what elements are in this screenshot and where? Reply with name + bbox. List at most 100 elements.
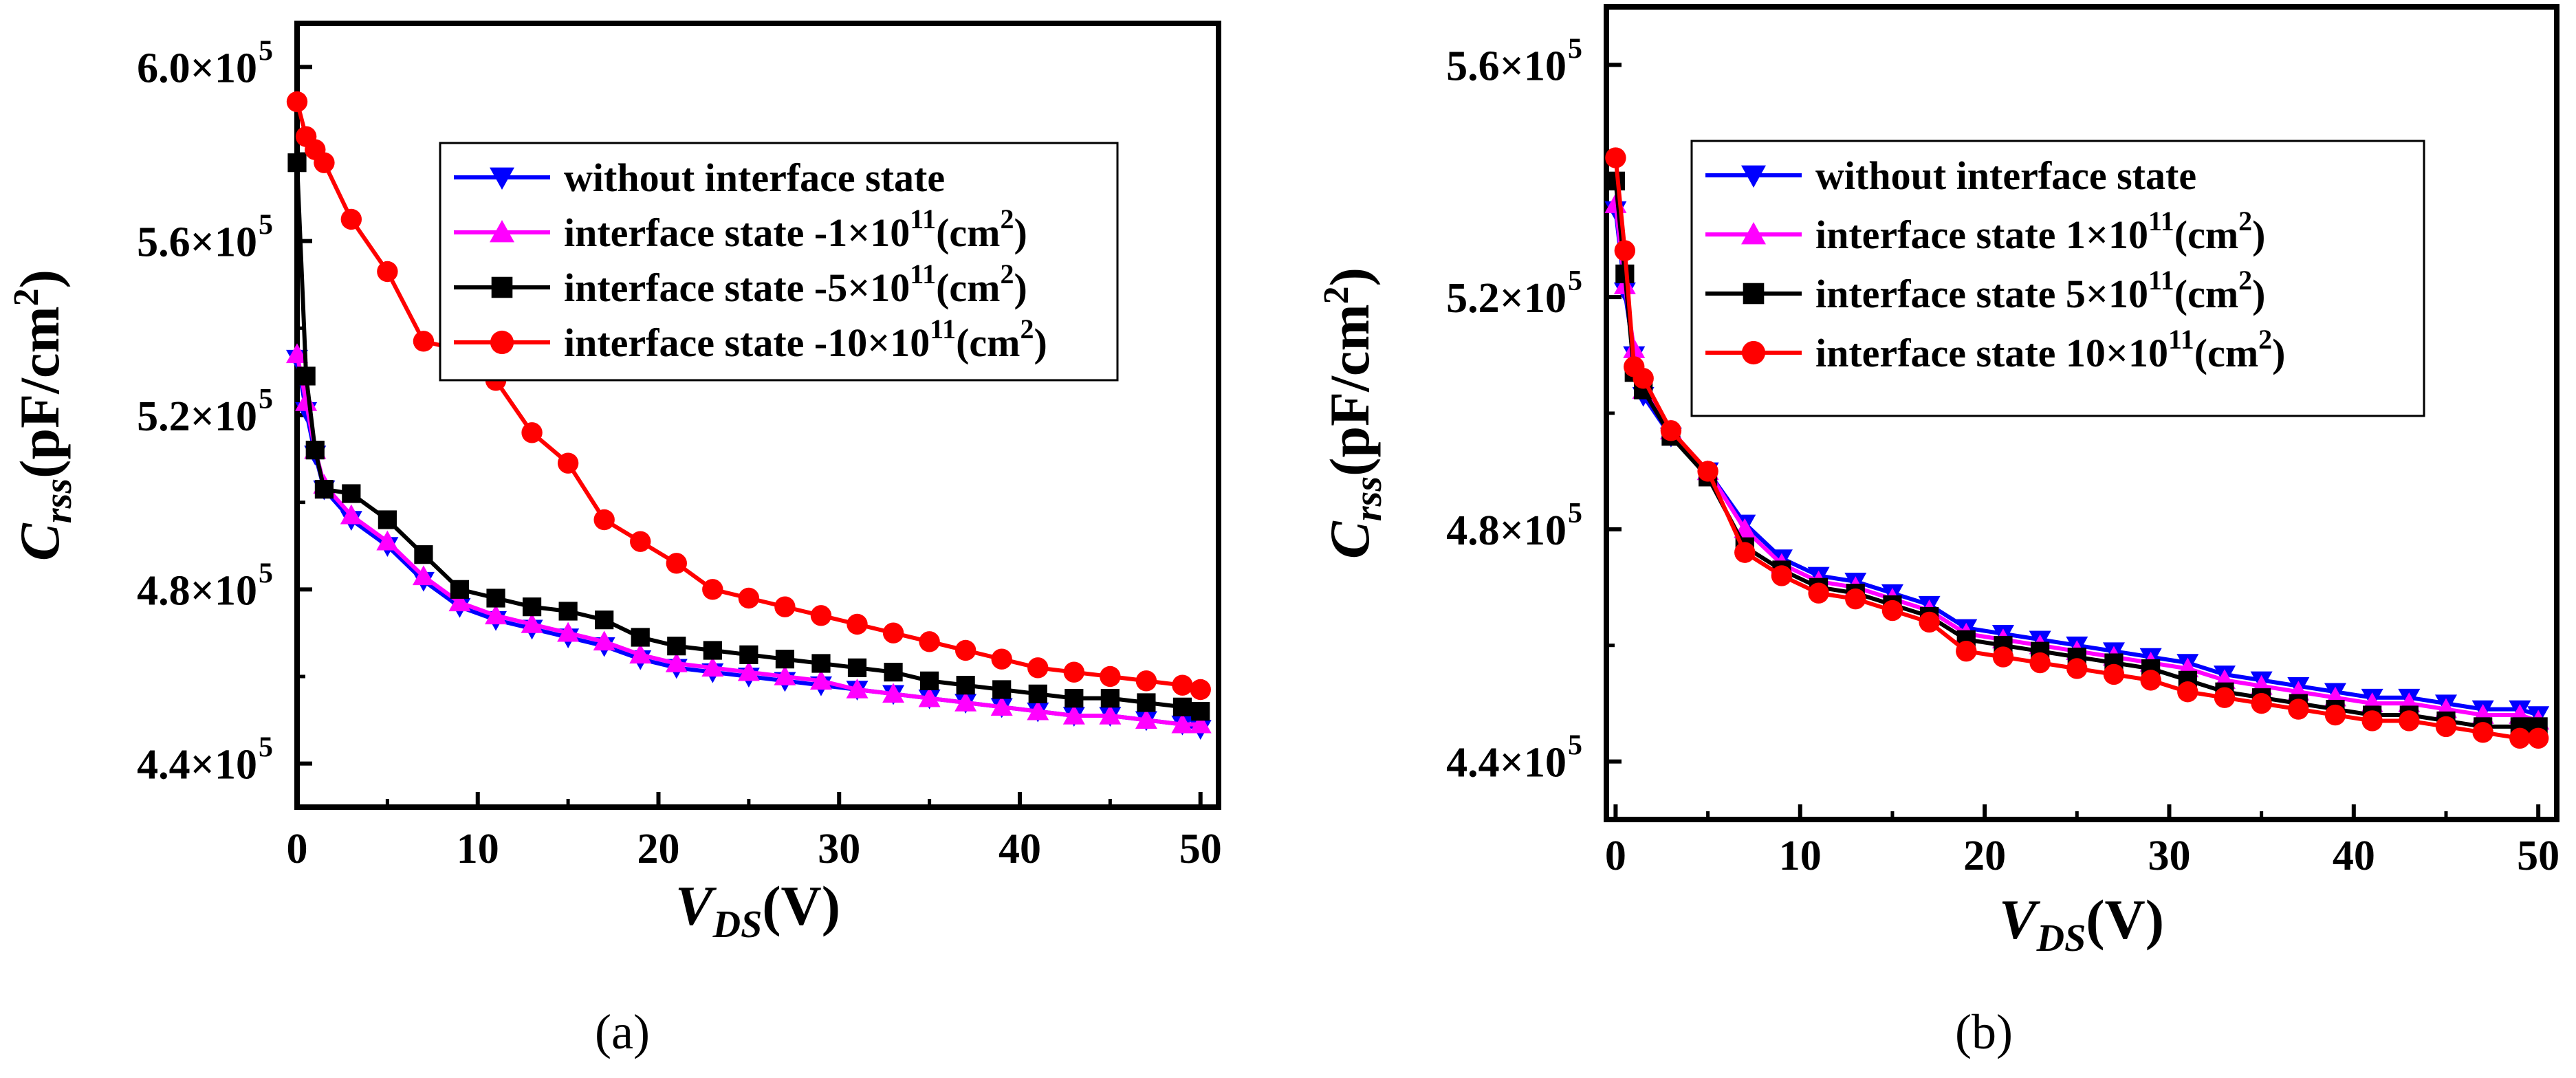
data-point xyxy=(1099,705,1122,725)
y-tick-exponent: 5 xyxy=(259,210,273,241)
y-tick-label: 6.0×10 xyxy=(137,45,257,91)
legend-marker xyxy=(491,276,513,298)
data-point xyxy=(775,650,795,669)
panel-label: (b) xyxy=(1955,1004,2013,1059)
y-tick-label: 5.6×10 xyxy=(137,219,257,266)
data-point xyxy=(1062,705,1085,725)
data-point xyxy=(739,645,758,664)
data-point xyxy=(2435,716,2457,738)
data-point xyxy=(1881,600,1903,622)
data-point xyxy=(557,452,579,474)
data-point xyxy=(991,648,1012,670)
data-point xyxy=(1956,640,1977,662)
data-point xyxy=(2103,663,2125,685)
data-point xyxy=(1771,565,1793,586)
data-point xyxy=(919,631,940,652)
y-tick-label: 4.8×10 xyxy=(1446,507,1567,554)
data-point xyxy=(296,366,316,386)
data-point xyxy=(1100,689,1120,708)
data-point xyxy=(1605,147,1626,168)
data-point xyxy=(738,587,760,609)
x-tick-label: 30 xyxy=(818,826,860,872)
data-point xyxy=(595,610,614,630)
data-point xyxy=(992,680,1012,699)
data-point xyxy=(1992,646,2014,668)
data-point xyxy=(2324,704,2346,726)
data-point xyxy=(593,630,615,651)
data-point xyxy=(2288,698,2309,720)
data-point xyxy=(305,441,325,460)
data-point xyxy=(2251,692,2272,714)
data-point xyxy=(522,597,542,617)
data-point xyxy=(450,580,470,599)
legend-marker xyxy=(490,330,514,355)
data-point xyxy=(1734,542,1756,563)
y-tick-exponent: 5 xyxy=(1568,265,1582,297)
data-point xyxy=(1137,693,1156,712)
series-1 xyxy=(286,343,1212,734)
data-point xyxy=(774,596,796,617)
data-point xyxy=(377,261,398,283)
data-point xyxy=(2177,681,2198,703)
x-tick-label: 10 xyxy=(1779,833,1822,879)
data-point xyxy=(774,666,796,685)
data-point xyxy=(667,637,686,656)
data-point xyxy=(1135,709,1157,729)
data-point xyxy=(990,696,1013,716)
data-point xyxy=(882,683,905,703)
data-point xyxy=(1845,588,1866,610)
legend-marker xyxy=(1741,165,1766,188)
series-3 xyxy=(286,91,1211,701)
data-point xyxy=(631,628,650,647)
data-point xyxy=(2140,670,2161,691)
data-point xyxy=(1697,461,1718,482)
data-point xyxy=(340,504,362,525)
data-point xyxy=(1614,240,1636,261)
legend-label: interface state 5×1011(cm2) xyxy=(1815,265,2265,316)
data-point xyxy=(2472,722,2493,743)
data-point xyxy=(1135,670,1157,692)
y-tick-label: 5.2×10 xyxy=(1446,275,1567,322)
data-point xyxy=(286,91,308,113)
y-axis-title: Crss(pF/cm2) xyxy=(7,270,80,561)
data-point xyxy=(1065,689,1084,708)
x-tick-label: 10 xyxy=(457,826,499,872)
data-point xyxy=(666,553,687,574)
data-point xyxy=(884,663,903,682)
legend-marker xyxy=(490,220,514,243)
data-point xyxy=(701,657,724,677)
panel-b: 0 10 20 30 40 504.4×10 54.8×10 55.2×10 55.6×10 5V… xyxy=(1317,4,2559,1059)
legend-marker xyxy=(490,167,514,190)
series-3 xyxy=(1605,147,2549,749)
data-point xyxy=(809,670,832,690)
x-tick-label: 40 xyxy=(998,826,1041,872)
legend-label: interface state -10×1011(cm2) xyxy=(564,314,1047,365)
data-point xyxy=(1660,420,1682,441)
panel-label: (a) xyxy=(595,1004,650,1059)
x-axis-title: VDS(V) xyxy=(675,874,840,946)
data-point xyxy=(1028,684,1047,703)
data-point xyxy=(287,153,307,173)
data-point xyxy=(918,687,941,707)
data-point xyxy=(286,343,308,364)
data-point xyxy=(314,152,335,173)
legend-label: interface state 10×1011(cm2) xyxy=(1815,324,2285,375)
legend-marker xyxy=(1743,283,1765,305)
data-point xyxy=(593,509,615,531)
data-point xyxy=(954,692,977,712)
data-point xyxy=(314,480,334,499)
y-tick-label: 5.2×10 xyxy=(137,393,257,440)
legend: without interface state interface state 1… xyxy=(1690,140,2425,417)
data-point xyxy=(2214,687,2236,708)
data-point xyxy=(1190,679,1211,701)
data-point xyxy=(378,510,397,529)
data-point xyxy=(486,588,505,608)
x-tick-label: 50 xyxy=(1179,826,1222,872)
x-tick-label: 50 xyxy=(2517,833,2559,879)
data-point xyxy=(413,331,435,352)
x-axis-title: VDS(V) xyxy=(1999,888,2164,960)
data-point xyxy=(956,676,975,695)
data-point xyxy=(448,591,471,612)
data-point xyxy=(846,679,869,698)
